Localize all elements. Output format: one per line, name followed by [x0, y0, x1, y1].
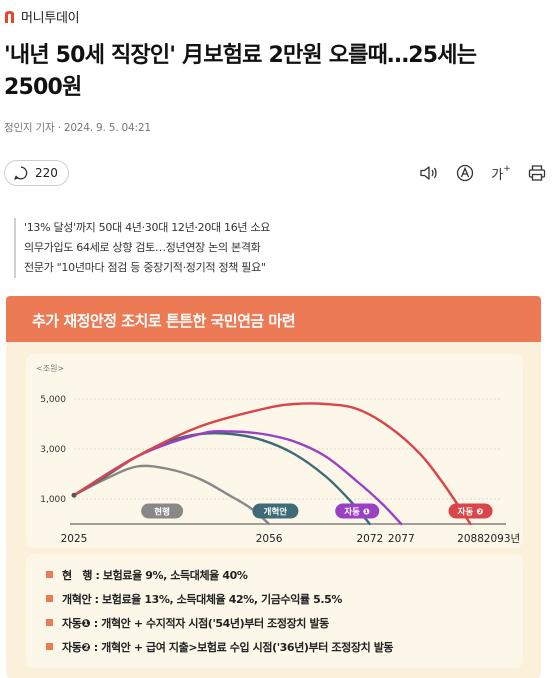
note-text: : 개혁안 + 급여 지출>보험료 수입 시점('36년)부터 조정장치 발동 — [94, 640, 394, 654]
legend-label-2: 개혁안 — [264, 507, 288, 518]
legend-label-4: 자동 ❷ — [458, 507, 484, 518]
y-tick-label: 3,000 — [40, 445, 66, 455]
chart-legend: 현행 개혁안 자동 ❶ 자동 ❷ — [141, 503, 493, 519]
note-text: : 보험료율 9%, 소득대체율 40% — [95, 568, 247, 582]
y-tick-label: 1,000 — [40, 495, 66, 505]
legend-pill-2 — [252, 503, 299, 519]
note-key: 현 행 — [62, 568, 95, 582]
legend-pill-4 — [448, 503, 493, 519]
speaker-icon[interactable] — [418, 162, 440, 184]
summary-line-1: '13% 달성'까지 50대 4년·30대 12년·20대 16년 소요 — [24, 221, 271, 234]
headline-line-1: '내년 50세 직장인' 月보험료 2만원 오를때…25세는 — [4, 43, 477, 68]
note-line-1: 현 행 : 보험료율 9%, 소득대체율 40% — [62, 568, 248, 582]
y-tick-label: 5,000 — [40, 395, 66, 405]
x-tick-label: 2088 — [457, 533, 484, 545]
note-bullet — [46, 595, 53, 602]
x-tick-label: 2025 — [61, 533, 88, 545]
comment-button[interactable]: 220 — [4, 160, 69, 186]
note-bullet — [46, 571, 53, 578]
note-key: 자동❷ — [62, 640, 94, 654]
font-size-button[interactable]: 가 + — [490, 162, 512, 184]
comment-count: 220 — [35, 166, 58, 180]
series-origin-point — [71, 492, 77, 498]
x-tick-label: 2093년 — [484, 533, 520, 545]
article-summary: '13% 달성'까지 50대 4년·30대 12년·20대 16년 소요 의무가… — [14, 218, 270, 278]
chart-axes: 1,000 3,000 5,000 2025 2056 2072 2077 2088 2093년 — [40, 395, 520, 545]
top-bar: 머니투데이 — [0, 0, 555, 32]
series-line-3 — [72, 429, 403, 526]
series-line-1 — [72, 464, 271, 526]
legend-label-1: 현행 — [154, 507, 170, 518]
article-toolbar: 220 가 + — [4, 160, 550, 188]
headline-line-2: 2500원 — [4, 75, 82, 100]
comment-icon — [14, 166, 28, 180]
brand-name[interactable]: 머니투데이 — [21, 10, 80, 26]
summary-line-3: 전문가 "10년마다 점검 등 중장기적·정기적 정책 필요" — [24, 261, 266, 274]
brand-logo-icon[interactable] — [4, 10, 15, 23]
plus-icon: + — [503, 164, 511, 174]
article-headline: '내년 50세 직장인' 月보험료 2만원 오를때…25세는 2500원 — [4, 40, 552, 104]
note-line-2: 개혁안 : 보험료율 13%, 소득대체율 42%, 기금수익률 5.5% — [62, 592, 342, 606]
notes-panel — [26, 554, 523, 668]
font-size-label: 가 — [491, 167, 504, 183]
note-bullet — [46, 619, 53, 626]
pension-infographic: 추가 재정안정 조치로 튼튼한 국민연금 마련 <조원> 1,000 3,000 5… — [6, 296, 541, 678]
x-tick-label: 2077 — [388, 533, 415, 545]
chart-series — [71, 402, 472, 526]
note-key: 자동❶ — [62, 616, 94, 630]
translate-icon[interactable] — [454, 162, 476, 184]
legend-pill-3 — [335, 503, 380, 519]
print-icon[interactable] — [526, 162, 548, 184]
y-unit-label: <조원> — [36, 364, 64, 373]
note-line-4: 자동❷ : 개혁안 + 급여 지출>보험료 수입 시점('36년)부터 조정장치… — [62, 640, 393, 654]
legend-label-3: 자동 ❶ — [344, 507, 370, 518]
infographic-title: 추가 재정안정 조치로 튼튼한 국민연금 마련 — [32, 312, 295, 330]
notes-list: 현 행 : 보험료율 9%, 소득대체율 40%개혁안 : 보험료율 13%, … — [46, 568, 394, 654]
chart-gridlines — [74, 398, 502, 500]
note-line-3: 자동❶ : 개혁안 + 수지적자 시점('54년)부터 조정장치 발동 — [62, 616, 329, 630]
summary-line-2: 의무가입도 64세로 상향 검토…정년연장 논의 본격화 — [24, 241, 261, 254]
infographic-svg: 추가 재정안정 조치로 튼튼한 국민연금 마련 <조원> 1,000 3,000 5… — [6, 296, 541, 678]
legend-pill-1 — [141, 503, 184, 519]
note-bullet — [46, 643, 53, 650]
note-text: : 보험료율 13%, 소득대체율 42%, 기금수익률 5.5% — [95, 592, 343, 606]
note-text: : 개혁안 + 수지적자 시점('54년)부터 조정장치 발동 — [94, 616, 329, 630]
x-tick-label: 2056 — [256, 533, 283, 545]
article-byline: 정인지 기자 · 2024. 9. 5. 04:21 — [4, 122, 151, 134]
infographic-banner — [6, 296, 541, 342]
series-line-4 — [72, 402, 472, 526]
x-tick-label: 2072 — [356, 533, 383, 545]
note-key: 개혁안 — [62, 592, 95, 606]
chart-panel — [26, 354, 523, 548]
